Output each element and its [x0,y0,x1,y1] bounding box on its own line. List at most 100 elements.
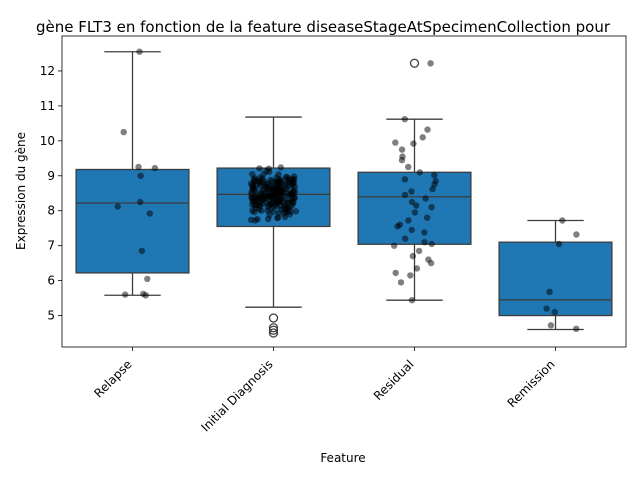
x-tick-label: Initial Diagnosis [198,357,275,434]
data-point [273,179,280,186]
data-point [547,322,555,329]
outlier-marker [409,58,420,68]
box-remission [498,219,613,331]
data-point [551,308,558,316]
data-point [249,207,256,214]
data-point [255,206,263,213]
data-point [408,188,415,195]
data-point [142,292,149,299]
data-point [422,195,429,202]
box-iqr [216,167,331,228]
box-iqr [357,171,472,245]
x-tick-label: Relapse [91,357,134,400]
data-point [415,247,423,255]
data-point [573,325,580,332]
data-point [274,198,281,205]
data-point [286,204,293,211]
data-point [291,194,298,202]
data-point [405,163,412,171]
data-point [250,198,258,205]
data-point [137,198,144,206]
data-point [265,188,273,196]
data-point [413,265,421,272]
data-point [292,208,300,215]
outlier-marker [268,323,279,333]
data-point [416,169,423,176]
data-point [428,204,435,211]
outlier-marker [268,313,279,323]
data-point [260,196,267,203]
box-initial-diagnosis [216,116,331,338]
data-point [411,209,419,216]
points-initial-diagnosis [247,164,300,224]
data-point [546,288,553,295]
data-point [401,191,409,199]
data-point [573,231,580,238]
data-point [258,190,265,197]
data-point [144,275,151,283]
data-point [407,272,414,279]
outlier-marker [268,328,279,338]
data-point [247,216,255,224]
data-point [282,180,290,188]
y-tick-label: 10 [40,134,55,148]
data-point [402,235,409,242]
data-point [283,185,290,193]
plot-frame [61,35,627,348]
data-point [281,213,289,221]
data-point [289,176,296,183]
x-tick-label: Remission [505,357,558,410]
data-point [543,305,550,312]
box-residual [357,58,472,301]
data-point [392,139,399,146]
data-point [277,164,284,171]
y-tick-label: 12 [40,64,55,78]
data-point [391,242,398,249]
data-point [262,181,270,188]
data-point [286,211,293,218]
data-point [408,198,416,206]
data-point [151,164,159,172]
data-point [392,269,399,277]
data-point [138,247,146,255]
data-point [146,210,153,217]
data-point [428,240,435,248]
data-point [421,229,428,236]
data-point [409,252,416,260]
points-remission [543,217,580,332]
data-point [424,214,431,221]
data-point [424,126,431,133]
data-point [397,279,405,286]
data-point [137,172,144,179]
data-point [272,191,279,198]
data-point [256,165,263,172]
box-iqr [75,168,190,274]
y-tick-label: 11 [40,99,55,113]
data-point [266,168,273,176]
box-iqr [498,241,613,317]
chart-title: gène FLT3 en fonction de la feature dise… [36,18,611,36]
data-point [275,214,282,221]
data-point [264,203,271,210]
data-point [401,116,408,123]
data-point [427,259,435,267]
y-tick-label: 8 [47,204,55,218]
strip-points [114,48,580,332]
box-relapse [75,51,190,296]
data-point [251,192,259,199]
data-point [559,217,566,224]
y-tick-label: 6 [47,274,55,288]
data-point [555,240,563,248]
data-point [401,176,409,183]
data-point [405,217,412,224]
data-point [288,182,295,189]
data-point [398,146,406,153]
data-point [114,203,121,210]
outlier-marker [268,325,279,335]
data-point [398,156,406,164]
data-point [280,193,288,200]
y-axis-label: Expression du gène [14,132,28,250]
plot-area [75,51,613,338]
data-point [408,297,416,304]
y-axis: 5 6 7 8 9 10 11 12 [40,64,62,323]
